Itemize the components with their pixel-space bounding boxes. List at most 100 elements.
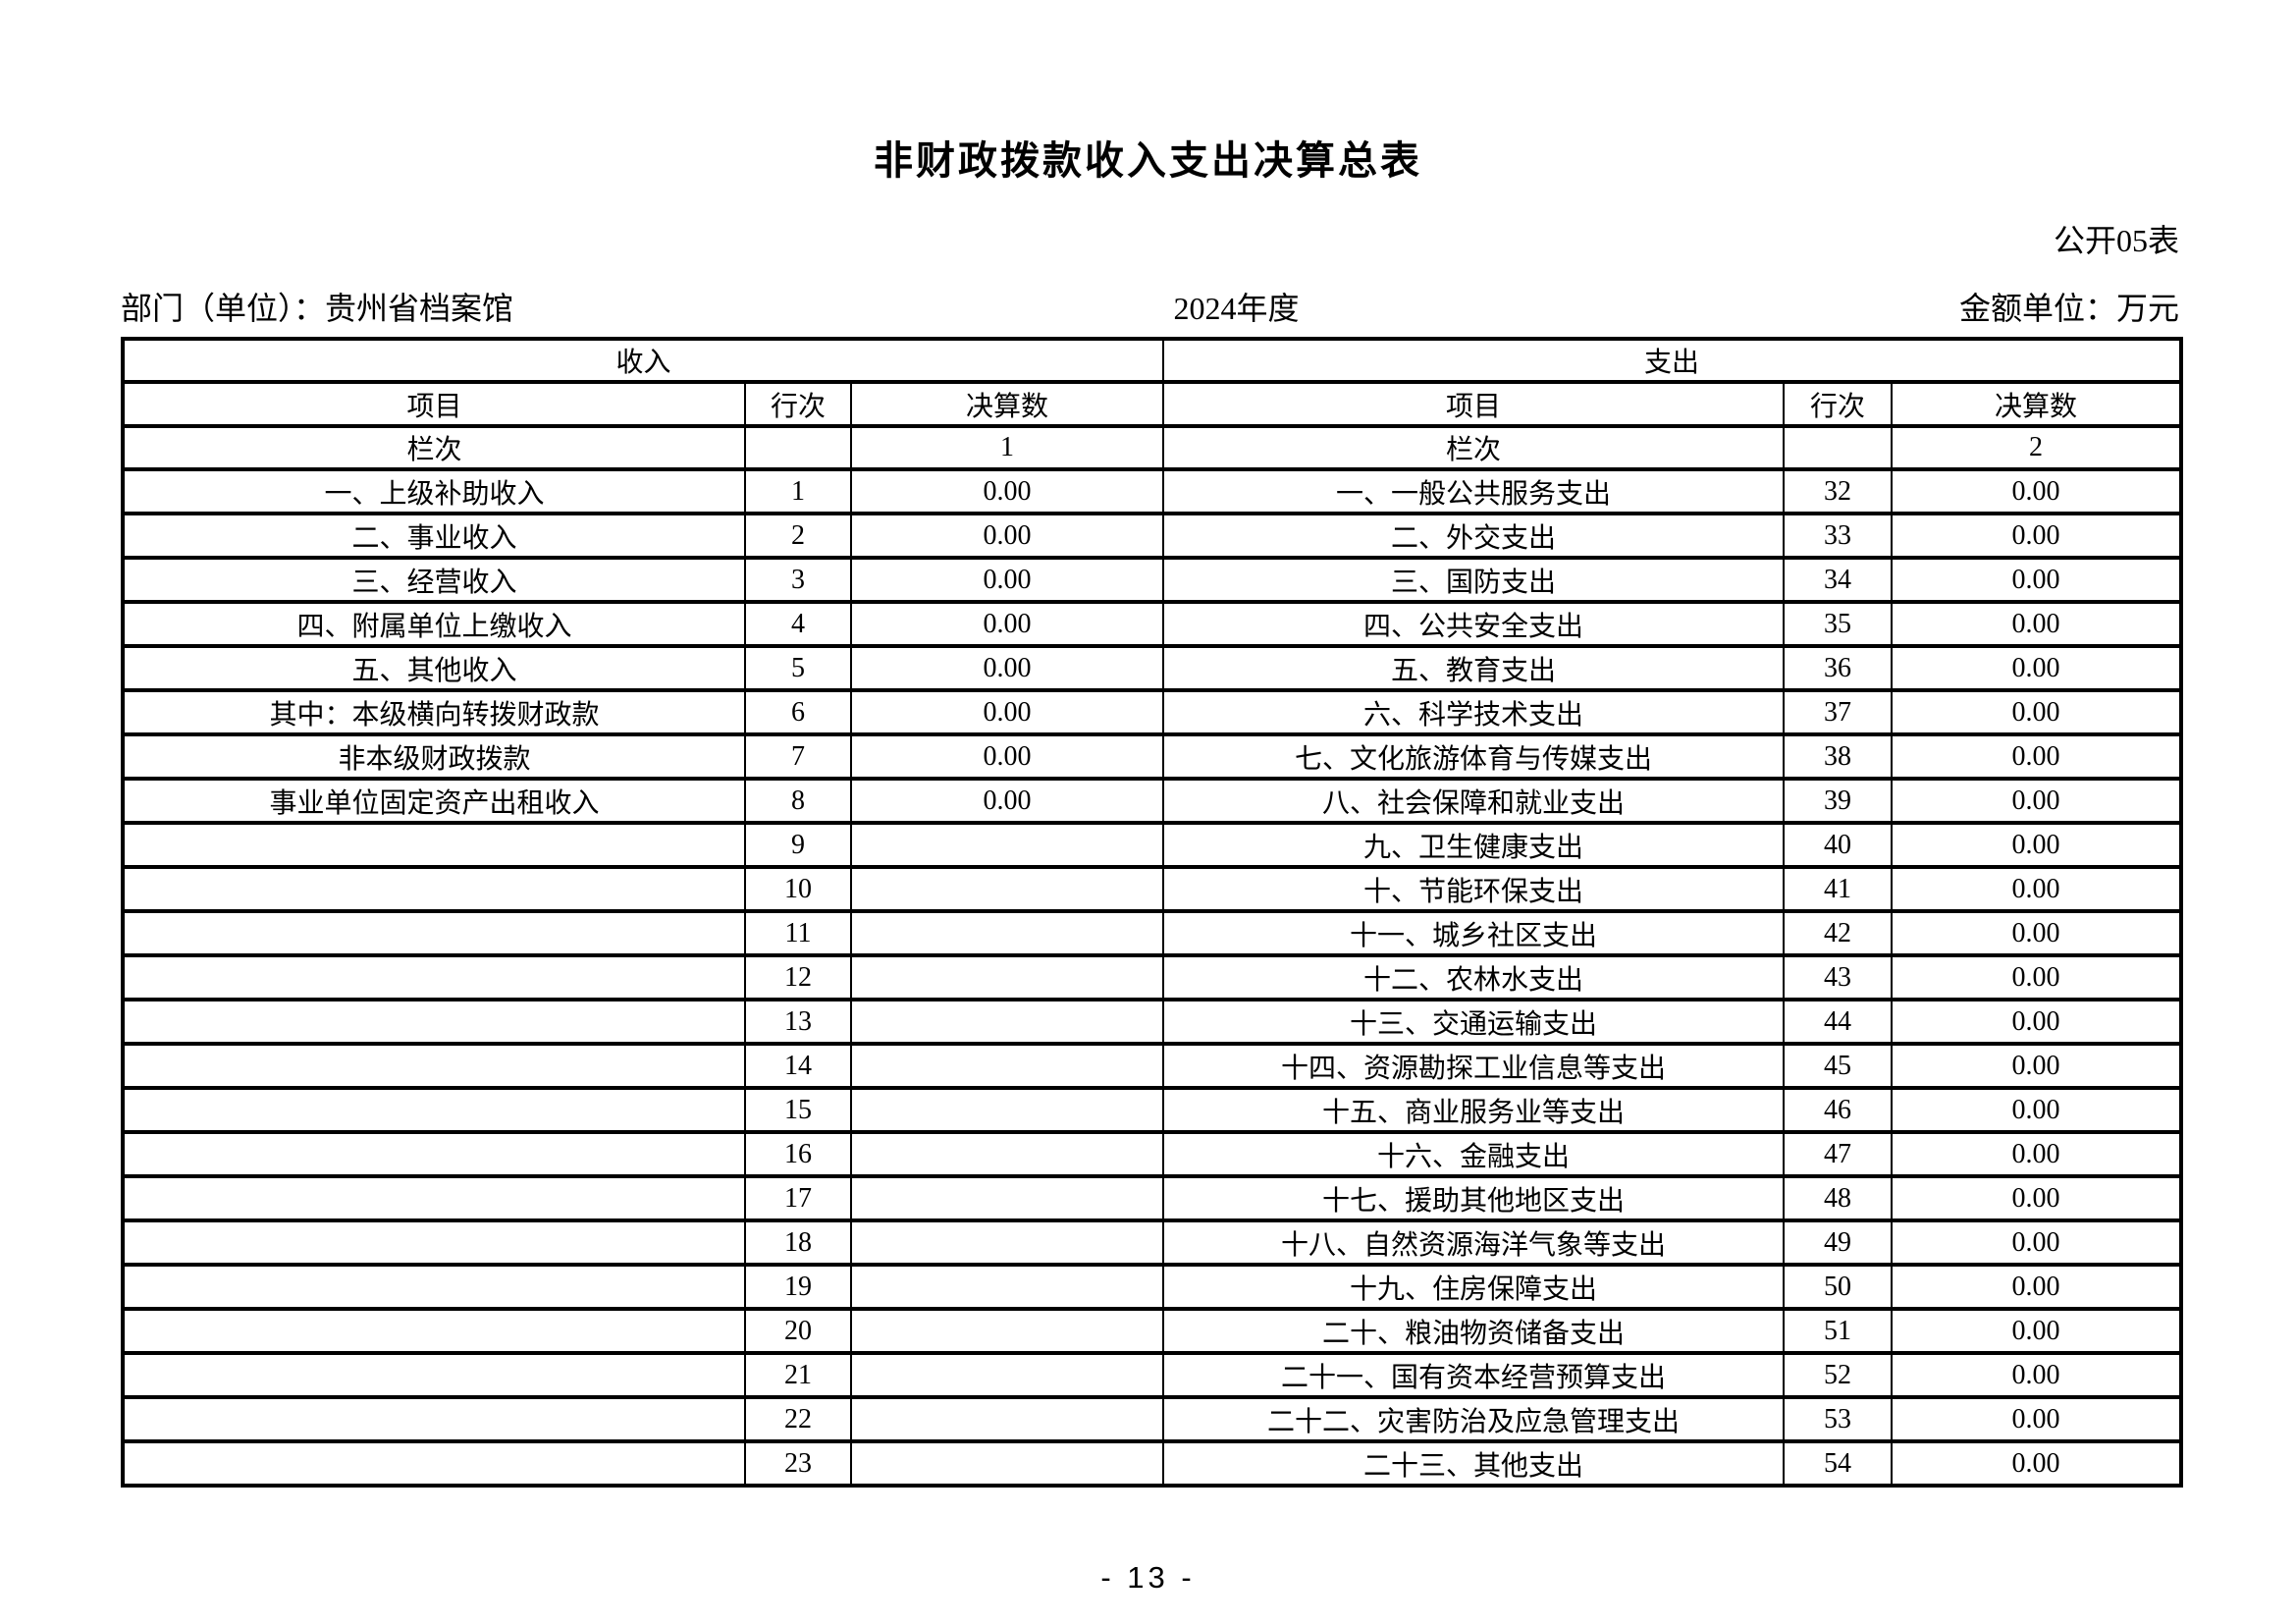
income-line-no-cell: 11 (744, 909, 852, 957)
column-index-row: 栏次 1 栏次 2 (122, 424, 2182, 471)
expense-item-cell: 三、国防支出 (1162, 556, 1785, 604)
expense-amount-cell: 0.00 (1891, 777, 2182, 825)
table-row: 13 十三、交通运输支出 44 0.00 (122, 998, 2182, 1046)
income-line-no-cell: 5 (744, 644, 852, 692)
table-row: 五、其他收入 5 0.00 五、教育支出 36 0.00 (122, 644, 2182, 692)
page-number: - 13 - (1100, 1560, 1196, 1595)
income-item-cell (122, 1174, 746, 1222)
expense-line-no-cell: 47 (1783, 1130, 1893, 1178)
income-amount-cell (850, 1395, 1164, 1443)
expense-amount-cell: 0.00 (1891, 953, 2182, 1001)
income-line-no-cell: 6 (744, 688, 852, 736)
expense-amount-cell: 0.00 (1891, 865, 2182, 913)
table-row: 12 十二、农林水支出 43 0.00 (122, 953, 2182, 1001)
income-amount-cell: 0.00 (850, 644, 1164, 692)
expense-line-no-cell: 35 (1783, 600, 1893, 648)
expense-item-cell: 十九、住房保障支出 (1162, 1263, 1785, 1311)
table-row: 11 十一、城乡社区支出 42 0.00 (122, 909, 2182, 957)
expense-line-no-header: 行次 (1783, 380, 1893, 428)
expense-item-cell: 十六、金融支出 (1162, 1130, 1785, 1178)
expense-line-no-cell: 49 (1783, 1218, 1893, 1267)
income-line-no-cell: 1 (744, 467, 852, 515)
form-code-label: 公开05表 (2053, 223, 2179, 258)
expense-line-no-cell: 52 (1783, 1351, 1893, 1399)
income-line-no-header: 行次 (744, 380, 852, 428)
section-header-row: 收入 支出 (122, 337, 2182, 384)
expense-item-cell: 十五、商业服务业等支出 (1162, 1086, 1785, 1134)
income-amount-cell: 0.00 (850, 688, 1164, 736)
expense-line-no-cell: 51 (1783, 1307, 1893, 1355)
income-amount-cell (850, 1130, 1164, 1178)
expense-line-no-cell: 36 (1783, 644, 1893, 692)
expense-line-no-cell: 43 (1783, 953, 1893, 1001)
income-line-no-cell: 19 (744, 1263, 852, 1311)
income-item-cell (122, 865, 746, 913)
expense-section-header: 支出 (1162, 337, 2182, 384)
expense-amount-cell: 0.00 (1891, 644, 2182, 692)
expense-item-cell: 八、社会保障和就业支出 (1162, 777, 1785, 825)
expense-amount-cell: 0.00 (1891, 1439, 2182, 1488)
income-line-no-cell: 10 (744, 865, 852, 913)
income-amount-cell (850, 1174, 1164, 1222)
income-item-cell (122, 953, 746, 1001)
expense-item-cell: 二十二、灾害防治及应急管理支出 (1162, 1395, 1785, 1443)
table-row: 其中：本级横向转拨财政款 6 0.00 六、科学技术支出 37 0.00 (122, 688, 2182, 736)
table-row: 15 十五、商业服务业等支出 46 0.00 (122, 1086, 2182, 1134)
income-amount-cell: 0.00 (850, 467, 1164, 515)
expense-line-no-cell: 42 (1783, 909, 1893, 957)
income-line-no-cell: 17 (744, 1174, 852, 1222)
expense-line-no-spacer (1783, 424, 1893, 471)
expense-column-index-label: 栏次 (1162, 424, 1785, 471)
expense-item-cell: 十三、交通运输支出 (1162, 998, 1785, 1046)
expense-line-no-cell: 54 (1783, 1439, 1893, 1488)
expense-amount-cell: 0.00 (1891, 1307, 2182, 1355)
final-accounts-table: 收入 支出 项目 行次 决算数 项目 行次 决算数 栏次 1 栏次 2 一、上级… (121, 337, 2183, 1488)
table-row: 三、经营收入 3 0.00 三、国防支出 34 0.00 (122, 556, 2182, 604)
expense-line-no-cell: 39 (1783, 777, 1893, 825)
income-item-cell: 五、其他收入 (122, 644, 746, 692)
income-item-cell (122, 909, 746, 957)
expense-item-cell: 五、教育支出 (1162, 644, 1785, 692)
expense-amount-cell: 0.00 (1891, 556, 2182, 604)
income-line-no-cell: 23 (744, 1439, 852, 1488)
expense-item-cell: 十七、援助其他地区支出 (1162, 1174, 1785, 1222)
table-row: 9 九、卫生健康支出 40 0.00 (122, 821, 2182, 869)
income-amount-cell (850, 998, 1164, 1046)
expense-amount-cell: 0.00 (1891, 1130, 2182, 1178)
table-row: 22 二十二、灾害防治及应急管理支出 53 0.00 (122, 1395, 2182, 1443)
income-line-no-cell: 12 (744, 953, 852, 1001)
income-line-no-cell: 9 (744, 821, 852, 869)
expense-item-cell: 六、科学技术支出 (1162, 688, 1785, 736)
income-line-no-cell: 13 (744, 998, 852, 1046)
income-amount-cell (850, 1263, 1164, 1311)
income-amount-cell (850, 1439, 1164, 1488)
income-line-no-cell: 7 (744, 732, 852, 781)
expense-amount-header: 决算数 (1891, 380, 2182, 428)
expense-amount-cell: 0.00 (1891, 688, 2182, 736)
department-label: 部门（单位）：贵州省档案馆 (121, 291, 514, 326)
expense-line-no-cell: 46 (1783, 1086, 1893, 1134)
expense-line-no-cell: 33 (1783, 512, 1893, 560)
expense-line-no-cell: 32 (1783, 467, 1893, 515)
table-row: 23 二十三、其他支出 54 0.00 (122, 1439, 2182, 1488)
expense-amount-cell: 0.00 (1891, 1395, 2182, 1443)
income-amount-cell (850, 865, 1164, 913)
income-amount-cell (850, 1086, 1164, 1134)
expense-line-no-cell: 38 (1783, 732, 1893, 781)
income-amount-header: 决算数 (850, 380, 1164, 428)
income-section-header: 收入 (122, 337, 1164, 384)
expense-line-no-cell: 41 (1783, 865, 1893, 913)
income-item-cell (122, 821, 746, 869)
income-amount-cell (850, 1218, 1164, 1267)
income-amount-cell (850, 821, 1164, 869)
expense-item-cell: 十一、城乡社区支出 (1162, 909, 1785, 957)
table-row: 非本级财政拨款 7 0.00 七、文化旅游体育与传媒支出 38 0.00 (122, 732, 2182, 781)
expense-amount-cell: 0.00 (1891, 1218, 2182, 1267)
table-row: 14 十四、资源勘探工业信息等支出 45 0.00 (122, 1042, 2182, 1090)
income-column-index: 1 (850, 424, 1164, 471)
income-amount-cell (850, 909, 1164, 957)
table-row: 20 二十、粮油物资储备支出 51 0.00 (122, 1307, 2182, 1355)
expense-amount-cell: 0.00 (1891, 821, 2182, 869)
expense-line-no-cell: 37 (1783, 688, 1893, 736)
expense-amount-cell: 0.00 (1891, 732, 2182, 781)
